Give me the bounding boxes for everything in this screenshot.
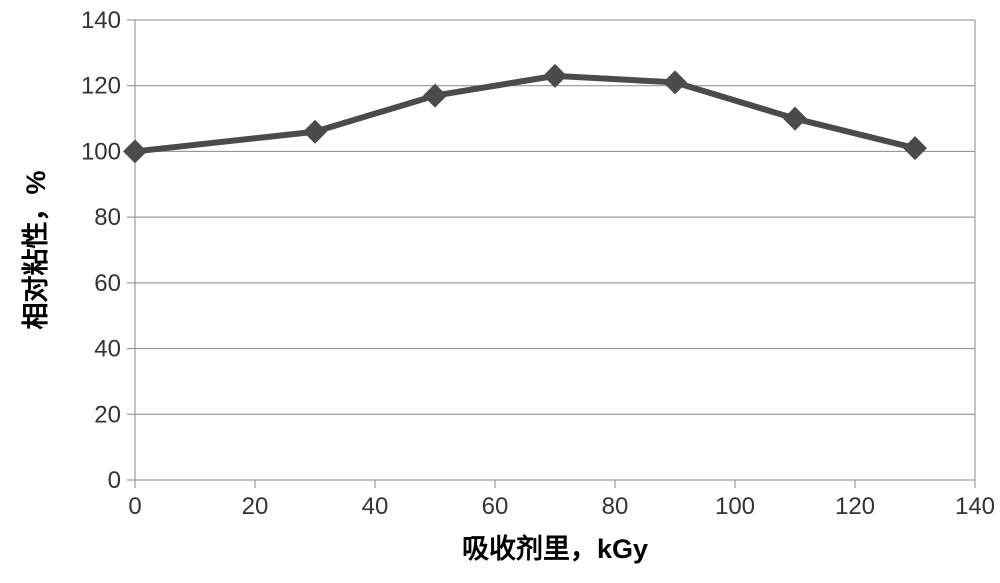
x-tick-label: 20 [242, 493, 269, 520]
y-tick-label: 60 [94, 270, 121, 297]
y-tick-label: 80 [94, 204, 121, 231]
x-tick-label: 100 [715, 493, 755, 520]
x-tick-label: 0 [128, 493, 141, 520]
line-chart: 0 20 40 60 80 100 120 140 0 20 40 60 80 100 120 140 吸收剂里… [0, 0, 1000, 583]
x-tick-label: 60 [482, 493, 509, 520]
x-tick-label: 120 [835, 493, 875, 520]
y-tick-label: 100 [81, 138, 121, 165]
y-tick-label: 120 [81, 73, 121, 100]
chart-container: 0 20 40 60 80 100 120 140 0 20 40 60 80 100 120 140 吸收剂里… [0, 0, 1000, 583]
x-tick-label: 40 [362, 493, 389, 520]
x-tick-label: 140 [955, 493, 995, 520]
x-tick-label: 80 [602, 493, 629, 520]
x-axis-label: 吸收剂里，kGy [462, 534, 648, 564]
y-axis-label: 相对粘性，% [21, 170, 51, 329]
y-tick-label: 40 [94, 336, 121, 363]
y-tick-label: 0 [108, 467, 121, 494]
y-tick-label: 20 [94, 401, 121, 428]
y-tick-label: 140 [81, 7, 121, 34]
